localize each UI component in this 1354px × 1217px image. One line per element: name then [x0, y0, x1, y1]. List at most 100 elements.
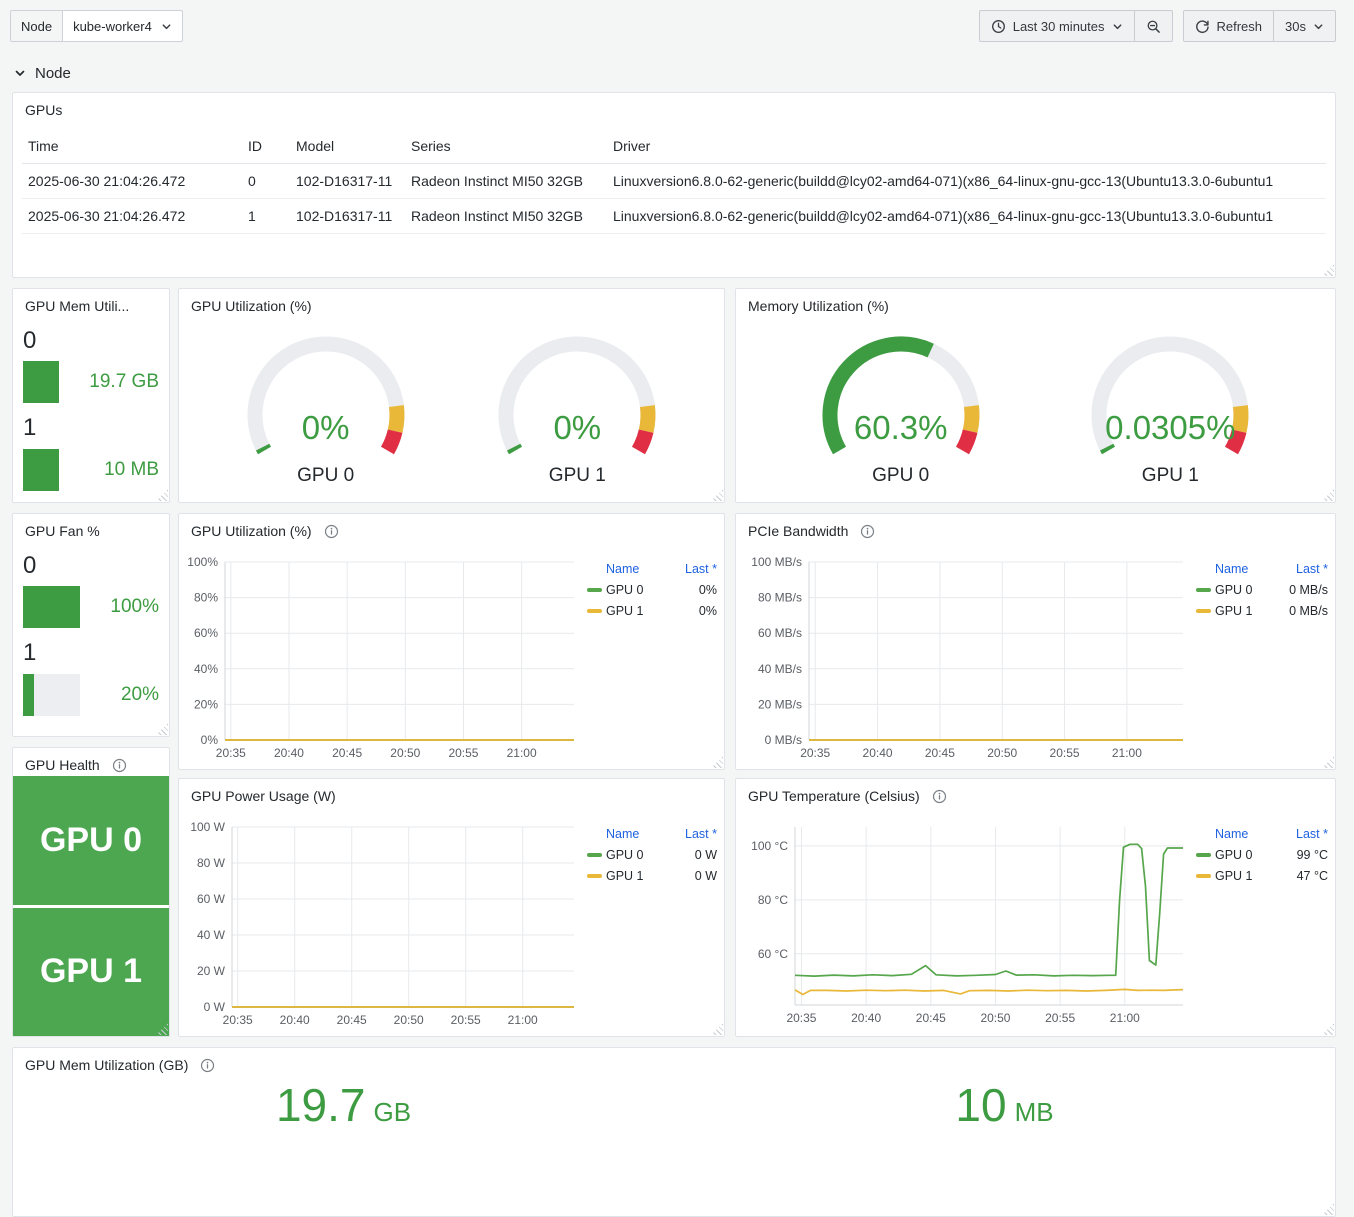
refresh-interval-value: 30s — [1285, 18, 1306, 34]
chevron-down-icon — [161, 21, 172, 32]
panel-header: PCIe Bandwidth — [736, 514, 1335, 539]
svg-text:20:40: 20:40 — [274, 746, 304, 760]
legend-series-dash-icon — [587, 588, 602, 592]
node-variable-select[interactable]: kube-worker4 — [63, 11, 182, 41]
legend-series-name[interactable]: GPU 1 — [1215, 604, 1253, 618]
info-icon[interactable] — [860, 524, 875, 539]
legend-series-name[interactable]: GPU 0 — [1215, 848, 1253, 862]
svg-text:0%: 0% — [201, 733, 219, 747]
zoom-out-button[interactable] — [1133, 10, 1173, 42]
column-header-driver[interactable]: Driver — [607, 129, 1326, 164]
node-variable-label: Node — [11, 11, 64, 41]
refresh-interval-select[interactable]: 30s — [1273, 10, 1336, 42]
info-icon[interactable] — [112, 758, 127, 773]
svg-text:20 MB/s: 20 MB/s — [758, 697, 802, 711]
bar-gauge-fill — [23, 586, 80, 629]
panel-title: Memory Utilization (%) — [748, 298, 889, 314]
bar-gauge-label: 0 — [23, 327, 37, 354]
panel-title: GPU Fan % — [25, 523, 100, 539]
panel-resize-handle[interactable] — [1322, 264, 1334, 276]
panel-gpu-mem-utilization-stat: GPU Mem Utilization (GB) 19.7 GB 10 MB — [12, 1047, 1336, 1217]
panel-resize-handle[interactable] — [1322, 756, 1334, 768]
timeseries-plot: 0% 20% 40% 60% 80% 100% 20:35 20:40 20:45 20:50 20… — [187, 555, 574, 760]
legend-row: GPU 1 47 °C — [1196, 869, 1328, 883]
chart-legend: Name Last * GPU 0 0% GPU 1 0% — [587, 562, 717, 625]
panel-title: GPU Utilization (%) — [191, 523, 312, 539]
legend-header-last[interactable]: Last * — [685, 827, 717, 841]
row-header-node[interactable]: Node — [14, 60, 71, 86]
stat-value: 19.7 — [275, 1079, 366, 1131]
time-range-picker[interactable]: Last 30 minutes — [978, 10, 1135, 42]
legend-header-name[interactable]: Name — [1215, 562, 1249, 576]
gpu-temperature-chart[interactable]: 60 °C 80 °C 100 °C 20:35 20:40 20:45 20:50 20:5… — [744, 821, 1188, 1029]
svg-text:20:55: 20:55 — [1050, 746, 1080, 760]
dashboard-toolbar: Node kube-worker4 Last 30 minutes — [10, 10, 1336, 42]
svg-text:60 W: 60 W — [197, 892, 226, 906]
gpu-health-stat-1: GPU 1 — [13, 907, 169, 1036]
svg-text:21:00: 21:00 — [1110, 1011, 1140, 1025]
timeseries-plot: 60 °C 80 °C 100 °C 20:35 20:40 20:45 20:50 20:5… — [751, 827, 1184, 1025]
panel-title: GPUs — [25, 102, 63, 118]
svg-text:20:50: 20:50 — [394, 1013, 424, 1027]
panel-resize-handle[interactable] — [156, 723, 168, 735]
svg-text:20:35: 20:35 — [786, 1011, 816, 1025]
bar-gauge-item: 1 10 MB — [23, 414, 159, 491]
stat-gpu-0-mem: 19.7 GB — [13, 1078, 674, 1132]
svg-text:20:40: 20:40 — [280, 1013, 310, 1027]
panel-resize-handle[interactable] — [1322, 1203, 1334, 1215]
gpu-power-chart[interactable]: 0 W 20 W 40 W 60 W 80 W 100 W 20:35 20:40 20:45 2… — [187, 820, 579, 1031]
legend-series-name[interactable]: GPU 1 — [606, 604, 644, 618]
svg-text:80%: 80% — [194, 591, 218, 605]
column-header-id[interactable]: ID — [242, 129, 290, 164]
gauge-arc — [498, 336, 656, 455]
series-line-gpu-1 — [794, 988, 1184, 996]
legend-header-last[interactable]: Last * — [1296, 827, 1328, 841]
legend-series-name[interactable]: GPU 0 — [606, 848, 644, 862]
legend-header-last[interactable]: Last * — [1296, 562, 1328, 576]
refresh-button[interactable]: Refresh — [1182, 10, 1275, 42]
legend-series-name[interactable]: GPU 0 — [1215, 583, 1253, 597]
legend-header-name[interactable]: Name — [1215, 827, 1249, 841]
panel-resize-handle[interactable] — [156, 489, 168, 501]
gauge-label: GPU 1 — [548, 465, 606, 486]
panel-header: GPUs — [13, 93, 1335, 118]
svg-text:100%: 100% — [187, 556, 218, 569]
column-header-series[interactable]: Series — [405, 129, 607, 164]
column-header-model[interactable]: Model — [290, 129, 405, 164]
panel-resize-handle[interactable] — [711, 489, 723, 501]
panel-resize-handle[interactable] — [1322, 489, 1334, 501]
health-stat-label: GPU 1 — [39, 952, 143, 991]
legend-series-name[interactable]: GPU 0 — [606, 583, 644, 597]
legend-series-value: 0% — [698, 583, 717, 597]
panel-gpu-utilization-gauges: GPU Utilization (%) 0% GPU 0 0% GPU 1 — [178, 288, 725, 503]
bar-gauge-item: 0 100% — [23, 552, 159, 629]
info-icon[interactable] — [200, 1058, 215, 1073]
svg-text:20 W: 20 W — [197, 964, 226, 978]
panel-title: PCIe Bandwidth — [748, 523, 849, 539]
gauge-value: 0% — [301, 409, 350, 446]
legend-row: GPU 1 0 W — [587, 869, 717, 883]
panel-header: GPU Fan % — [13, 514, 169, 539]
gauge-row: 60.3% GPU 0 0.0305% GPU 1 — [736, 319, 1335, 489]
panel-resize-handle[interactable] — [1322, 1023, 1334, 1035]
panel-resize-handle[interactable] — [711, 1023, 723, 1035]
svg-text:20:50: 20:50 — [980, 1011, 1010, 1025]
legend-header-last[interactable]: Last * — [685, 562, 717, 576]
legend-series-value: 99 °C — [1296, 848, 1328, 862]
timeseries-plot: 0 MB/s 20 MB/s 40 MB/s 60 MB/s 80 MB/s 100 MB… — [751, 555, 1183, 760]
info-icon[interactable] — [324, 524, 339, 539]
legend-header-name[interactable]: Name — [606, 562, 640, 576]
panel-resize-handle[interactable] — [711, 756, 723, 768]
column-header-time[interactable]: Time — [22, 129, 242, 164]
legend-header-name[interactable]: Name — [606, 827, 640, 841]
info-icon[interactable] — [932, 789, 947, 804]
svg-text:100 °C: 100 °C — [751, 839, 788, 853]
legend-series-name[interactable]: GPU 1 — [1215, 869, 1253, 883]
pcie-bandwidth-chart[interactable]: 0 MB/s 20 MB/s 40 MB/s 60 MB/s 80 MB/s 100 MB… — [744, 555, 1188, 764]
panel-gpu-power-timeseries: GPU Power Usage (W) 0 W 20 W 40 W 60 W 80 W 1… — [178, 778, 725, 1037]
gpu-utilization-chart[interactable]: 0% 20% 40% 60% 80% 100% 20:35 20:40 20:45 20:50 20… — [187, 555, 579, 764]
legend-series-name[interactable]: GPU 1 — [606, 869, 644, 883]
table-row: 2025-06-30 21:04:26.472 1 102-D16317-11 … — [22, 198, 1326, 234]
legend-series-value: 0 MB/s — [1289, 604, 1328, 618]
svg-text:21:00: 21:00 — [507, 746, 537, 760]
